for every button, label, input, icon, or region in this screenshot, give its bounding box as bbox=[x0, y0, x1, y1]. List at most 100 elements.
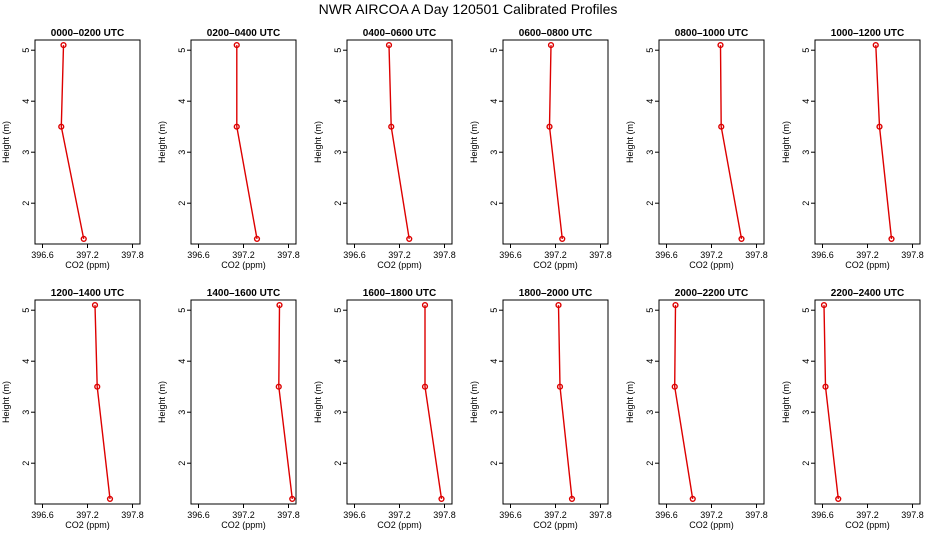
y-axis-label: Height (m) bbox=[781, 121, 791, 163]
y-tick-label: 4 bbox=[177, 359, 187, 364]
profile-point bbox=[385, 41, 393, 49]
y-tick-label: 4 bbox=[333, 359, 343, 364]
profile-line bbox=[548, 45, 563, 239]
y-tick-label: 5 bbox=[801, 48, 811, 53]
x-tick-label: 397.8 bbox=[589, 510, 612, 520]
y-tick-label: 2 bbox=[333, 201, 343, 206]
profile-line bbox=[278, 305, 293, 499]
y-tick-label: 3 bbox=[801, 410, 811, 415]
x-tick-label: 397.8 bbox=[589, 250, 612, 260]
y-tick-label: 5 bbox=[801, 308, 811, 313]
y-tick-label: 3 bbox=[645, 410, 655, 415]
x-axis-label: CO2 (ppm) bbox=[221, 520, 266, 530]
y-axis-label: Height (m) bbox=[1, 381, 11, 423]
profile-point bbox=[671, 383, 678, 390]
x-tick-label: 397.2 bbox=[232, 510, 255, 520]
y-tick-label: 4 bbox=[177, 99, 187, 104]
x-axis-label: CO2 (ppm) bbox=[845, 520, 890, 530]
x-tick-label: 397.2 bbox=[700, 510, 723, 520]
profile-line bbox=[424, 305, 443, 500]
profile-point bbox=[546, 123, 553, 130]
panel-title: 1400–1600 UTC bbox=[207, 288, 280, 299]
plot-frame bbox=[502, 39, 609, 245]
y-tick-label: 5 bbox=[645, 308, 655, 313]
panel-6: 1000–1200 UTC 396.6 397.2 397.8 2 3 4 5 CO2 (ppm… bbox=[781, 28, 924, 270]
profile-line bbox=[719, 45, 743, 240]
profile-point bbox=[718, 123, 725, 130]
x-tick-label: 397.8 bbox=[745, 250, 768, 260]
y-tick-label: 3 bbox=[645, 150, 655, 155]
panel-title: 0800–1000 UTC bbox=[675, 28, 748, 39]
profile-point bbox=[276, 302, 283, 309]
profile-point bbox=[60, 41, 67, 49]
y-tick-label: 3 bbox=[333, 150, 343, 155]
profile-point bbox=[58, 123, 65, 130]
x-axis-label: CO2 (ppm) bbox=[689, 520, 734, 530]
figure-title: NWR AIRCOA A Day 120501 Calibrated Profi… bbox=[318, 1, 618, 17]
y-tick-label: 2 bbox=[645, 201, 655, 206]
y-axis-label: Height (m) bbox=[781, 381, 791, 423]
profile-point bbox=[388, 123, 395, 130]
profile-point bbox=[233, 41, 240, 49]
x-tick-label: 397.8 bbox=[277, 250, 300, 260]
plot-frame bbox=[814, 299, 921, 505]
y-tick-label: 5 bbox=[21, 48, 31, 53]
y-tick-label: 2 bbox=[177, 201, 187, 206]
y-tick-label: 5 bbox=[333, 48, 343, 53]
profile-point bbox=[91, 302, 99, 309]
y-tick-label: 2 bbox=[21, 201, 31, 206]
x-axis-label: CO2 (ppm) bbox=[845, 260, 890, 270]
x-axis-label: CO2 (ppm) bbox=[377, 260, 422, 270]
plot-frame bbox=[34, 39, 141, 245]
y-axis-label: Height (m) bbox=[157, 121, 167, 163]
y-tick-label: 5 bbox=[177, 48, 187, 53]
y-axis-label: Height (m) bbox=[625, 381, 635, 423]
x-axis-label: CO2 (ppm) bbox=[533, 520, 578, 530]
profile-point bbox=[672, 302, 679, 309]
panel-9: 1600–1800 UTC 396.6 397.2 397.8 2 3 4 5 CO2 (ppm… bbox=[313, 288, 456, 530]
y-tick-label: 2 bbox=[489, 201, 499, 206]
profile-line bbox=[875, 45, 893, 239]
profile-point bbox=[689, 495, 696, 503]
profile-point bbox=[80, 235, 87, 243]
profile-point bbox=[233, 123, 240, 130]
profile-point bbox=[822, 383, 829, 390]
x-tick-label: 397.2 bbox=[388, 510, 411, 520]
profile-point bbox=[717, 41, 724, 49]
x-axis-label: CO2 (ppm) bbox=[221, 260, 266, 270]
panel-title: 1800–2000 UTC bbox=[519, 288, 592, 299]
profile-line bbox=[236, 45, 258, 240]
profile-point bbox=[106, 495, 114, 503]
profile-point bbox=[253, 235, 261, 243]
profile-line bbox=[673, 305, 694, 500]
y-tick-label: 3 bbox=[489, 150, 499, 155]
x-tick-label: 396.6 bbox=[187, 510, 210, 520]
panel-title: 1600–1800 UTC bbox=[363, 288, 436, 299]
y-tick-label: 2 bbox=[333, 461, 343, 466]
profile-line bbox=[557, 305, 573, 499]
profile-point bbox=[547, 41, 555, 49]
plot-frame bbox=[502, 299, 609, 505]
x-tick-label: 396.6 bbox=[343, 250, 366, 260]
x-tick-label: 396.6 bbox=[811, 510, 834, 520]
x-tick-label: 397.8 bbox=[745, 510, 768, 520]
profile-point bbox=[888, 235, 895, 243]
panel-2: 0200–0400 UTC 396.6 397.2 397.8 2 3 4 5 CO2 (ppm… bbox=[157, 28, 300, 270]
profile-point bbox=[438, 495, 445, 503]
x-tick-label: 397.2 bbox=[856, 510, 879, 520]
y-tick-label: 5 bbox=[21, 308, 31, 313]
y-tick-label: 2 bbox=[177, 461, 187, 466]
x-axis-label: CO2 (ppm) bbox=[65, 520, 110, 530]
y-tick-label: 5 bbox=[645, 48, 655, 53]
x-tick-label: 397.8 bbox=[433, 250, 456, 260]
panel-title: 2000–2200 UTC bbox=[675, 288, 748, 299]
profile-point bbox=[275, 383, 282, 390]
panel-11: 2000–2200 UTC 396.6 397.2 397.8 2 3 4 5 CO2 (ppm… bbox=[625, 288, 768, 530]
x-tick-label: 397.2 bbox=[544, 250, 567, 260]
x-tick-label: 396.6 bbox=[811, 250, 834, 260]
plot-frame bbox=[346, 299, 453, 505]
x-tick-label: 396.6 bbox=[655, 510, 678, 520]
y-tick-label: 2 bbox=[21, 461, 31, 466]
y-tick-label: 4 bbox=[801, 99, 811, 104]
